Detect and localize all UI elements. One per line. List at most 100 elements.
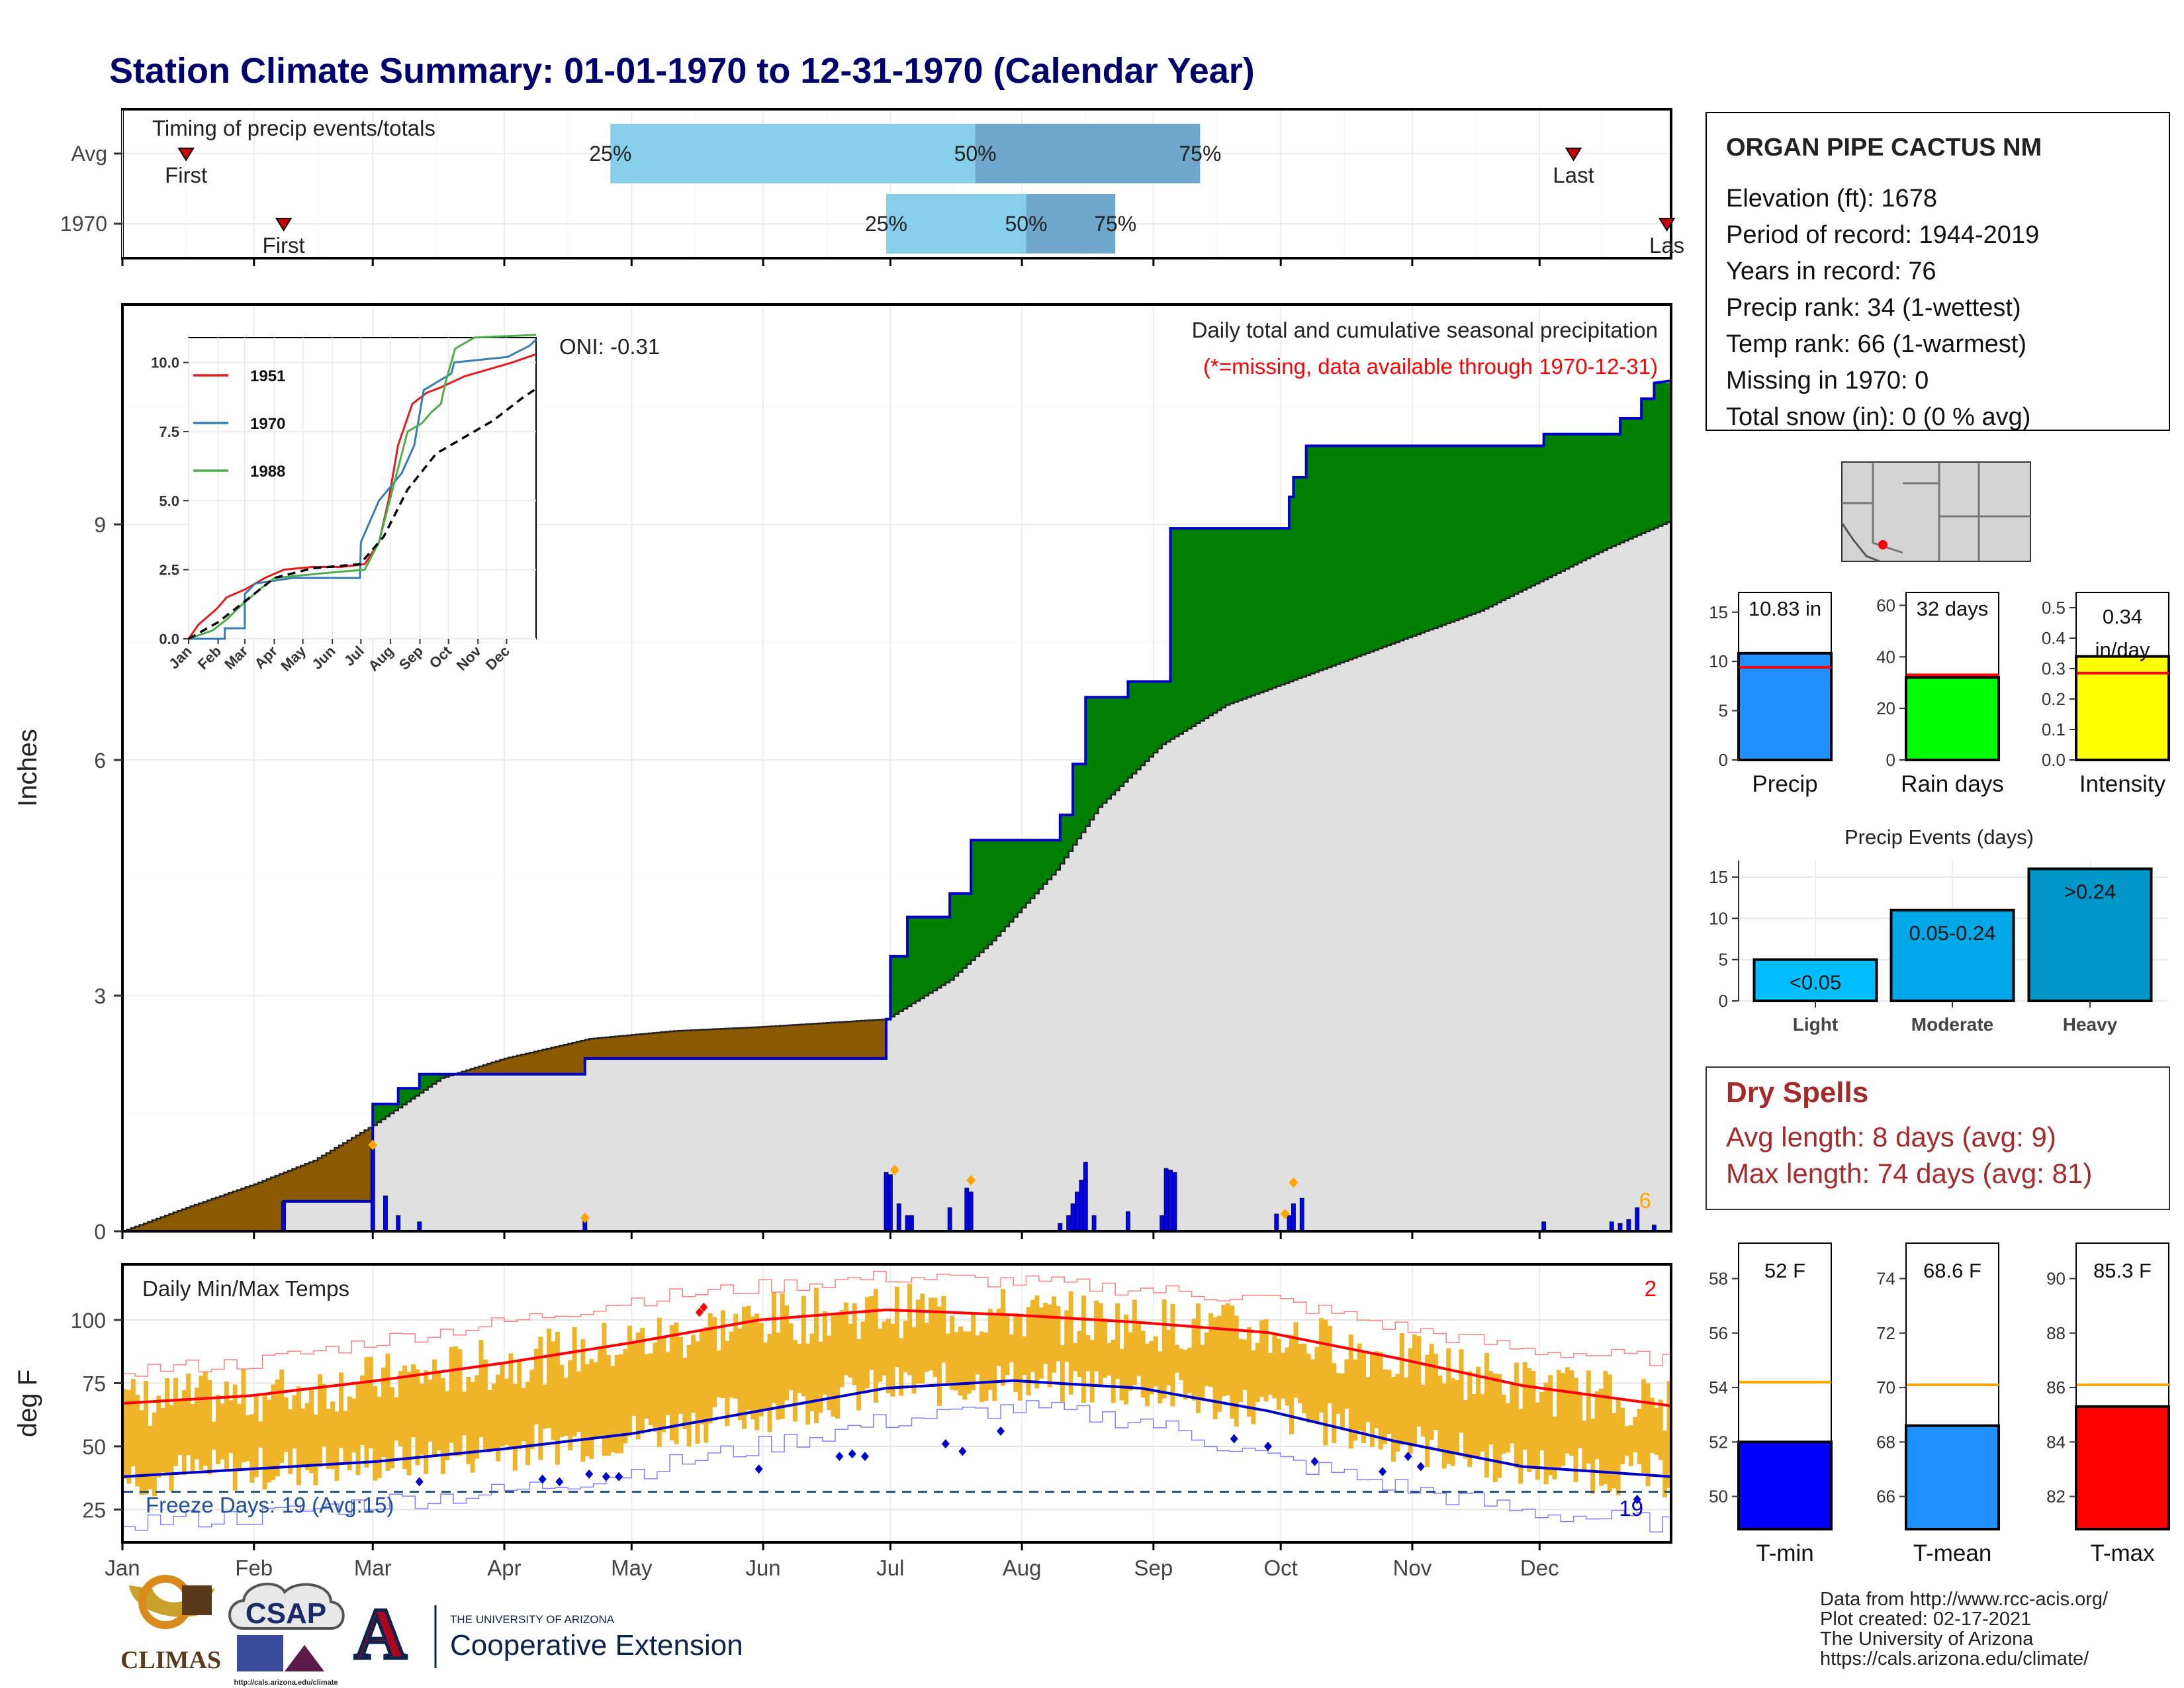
station-info-frame: [1706, 112, 2170, 431]
daily-temp-bar: [1463, 1400, 1468, 1459]
daily-temp-bar: [610, 1366, 615, 1452]
events-category: Heavy: [2063, 1014, 2118, 1035]
daily-temp-bar: [322, 1384, 327, 1447]
daily-temp-bar: [1612, 1413, 1617, 1489]
daily-temp-bar: [1552, 1416, 1557, 1480]
daily-temp-bar: [712, 1317, 717, 1407]
daily-temp-bar: [1123, 1315, 1128, 1405]
average-cumulative-line: [122, 520, 1672, 1233]
daily-temp-bar: [258, 1421, 263, 1448]
daily-temp-bar: [1514, 1362, 1519, 1468]
daily-temp-bar: [631, 1341, 637, 1416]
events-ytick-label: 5: [1719, 950, 1728, 970]
daily-temp-bar: [754, 1313, 760, 1430]
temp-y-axis: 25 50 75 100: [71, 1309, 122, 1522]
footer-line-2: Plot created: 02-17-2021: [1820, 1609, 2031, 1630]
record-low-marker: [1633, 1495, 1641, 1505]
daily-temp-bar: [661, 1337, 666, 1432]
daily-temp-bar: [419, 1383, 424, 1455]
daily-temp-bar: [1395, 1374, 1400, 1452]
locator-map: [1841, 461, 2031, 563]
daily-temp-bar: [1221, 1305, 1226, 1397]
mini-chart-ytick-label: 0.5: [2042, 598, 2066, 618]
daily-temp-bar: [338, 1372, 343, 1448]
mini-chart-ytick-label: 0.0: [2042, 750, 2066, 770]
dry-spells-max: Max length: 74 days (avg: 81): [1726, 1158, 2092, 1189]
daily-precip-bar: [417, 1221, 422, 1232]
daily-temp-bar: [1412, 1334, 1417, 1446]
daily-temp-bar: [445, 1391, 450, 1461]
daily-temp-bar: [385, 1353, 390, 1471]
daily-precip-bar: [1287, 1215, 1292, 1232]
daily-temp-bar: [271, 1384, 276, 1480]
record-max-line: [122, 1270, 1671, 1377]
daily-temp-bar: [1204, 1332, 1209, 1386]
quartile-50-75-bar: [1026, 194, 1116, 254]
daily-temp-bar: [1056, 1305, 1061, 1362]
mini-chart-ytick-label: 10: [1709, 651, 1728, 671]
daily-temp-bar: [453, 1346, 459, 1456]
daily-temp-bar: [911, 1327, 917, 1394]
quartile-25-label: 25%: [589, 142, 631, 165]
inset-series-line: [188, 387, 537, 640]
station-info-line: Years in record: 76: [1726, 258, 1936, 285]
daily-precip-bar: [370, 1145, 375, 1232]
station-info-line: Total snow (in): 0 (0 % avg): [1726, 403, 2030, 431]
daily-temp-bar: [351, 1398, 357, 1453]
mini-chart-tmin: 50 52 54 56 58 T-min 52 F: [1709, 1243, 1833, 1566]
tmean-label: 68.6 F: [1923, 1259, 1981, 1282]
daily-temp-bar: [584, 1364, 590, 1457]
daily-temp-bar: [975, 1335, 980, 1375]
daily-temp-bar: [1539, 1392, 1545, 1451]
daily-temp-bar: [1149, 1340, 1154, 1395]
quartile-75-label: 75%: [1179, 142, 1221, 165]
daily-temp-bar: [971, 1313, 976, 1391]
daily-temp-bar: [148, 1425, 153, 1489]
daily-temp-bar: [1565, 1367, 1570, 1454]
station-info: ORGAN PIPE CACTUS NM Elevation (ft): 167…: [1706, 112, 2170, 431]
daily-temp-bar: [1234, 1315, 1239, 1427]
month-axis: Jan Feb Mar Apr May Jun Jul Aug Sep Oct Nov Dec: [105, 1542, 1559, 1580]
daily-temp-bar: [547, 1329, 552, 1429]
daily-temp-bar: [428, 1380, 433, 1442]
mini-chart-ytick-label: 15: [1709, 602, 1728, 622]
daily-precip-bar: [909, 1215, 914, 1232]
record-low-marker: [1230, 1434, 1238, 1444]
daily-temp-bar: [559, 1364, 565, 1437]
daily-temp-bar: [1369, 1353, 1375, 1447]
heavy-event-marker: [1280, 1208, 1290, 1219]
first-event-marker: [177, 148, 195, 162]
daily-temp-bar: [292, 1395, 297, 1449]
daily-temp-bar: [831, 1315, 836, 1417]
month-label: Dec: [1520, 1556, 1559, 1580]
record-low-marker: [615, 1472, 623, 1481]
ua-small-text: THE UNIVERSITY OF ARIZONA: [450, 1613, 615, 1626]
mini-chart-category: T-min: [1756, 1540, 1814, 1566]
daily-temp-bar: [1361, 1352, 1367, 1444]
daily-temp-bar: [1357, 1343, 1362, 1430]
daily-temp-bar: [275, 1379, 280, 1477]
daily-temp-bar: [707, 1313, 713, 1424]
daily-temp-bar: [614, 1354, 619, 1454]
daily-temp-bar: [156, 1395, 161, 1477]
daily-temp-bar: [377, 1396, 382, 1478]
daily-temp-bar: [809, 1333, 815, 1411]
daily-temp-bar: [1374, 1351, 1379, 1429]
daily-temp-bar: [962, 1331, 968, 1400]
month-label: Aug: [1003, 1556, 1042, 1580]
daily-temp-bar: [241, 1369, 246, 1463]
daily-temp-bar: [1535, 1402, 1540, 1480]
daily-temp-bar: [653, 1342, 658, 1432]
timing-row-label: Avg: [71, 142, 107, 165]
daily-temp-bar: [598, 1346, 603, 1436]
daily-temp-bar: [300, 1408, 306, 1467]
events-ytick-label: 10: [1709, 908, 1728, 928]
quartile-50-label: 50%: [954, 142, 997, 165]
daily-temp-bar: [1658, 1399, 1663, 1460]
daily-temp-bar: [135, 1395, 140, 1487]
timing-panel: Timing of precip events/totals Avg 25% 50%…: [60, 108, 1684, 266]
daily-temp-bar: [771, 1292, 776, 1403]
daily-temp-bar: [1022, 1336, 1027, 1375]
temp-ylabel: deg F: [13, 1370, 42, 1437]
precip-ytick-label: 0: [94, 1220, 106, 1244]
